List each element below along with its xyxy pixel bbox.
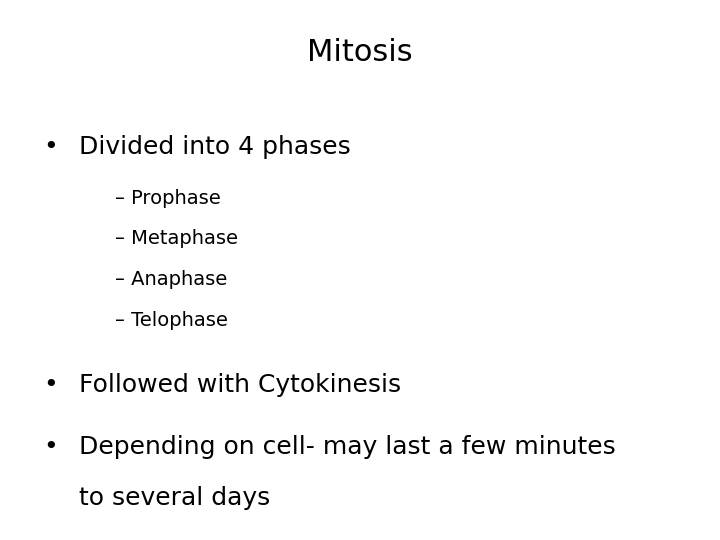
Text: •: • bbox=[43, 135, 58, 159]
Text: Divided into 4 phases: Divided into 4 phases bbox=[79, 135, 351, 159]
Text: Depending on cell- may last a few minutes: Depending on cell- may last a few minute… bbox=[79, 435, 616, 458]
Text: – Metaphase: – Metaphase bbox=[115, 230, 238, 248]
Text: Followed with Cytokinesis: Followed with Cytokinesis bbox=[79, 373, 401, 396]
Text: to several days: to several days bbox=[79, 486, 271, 510]
Text: – Anaphase: – Anaphase bbox=[115, 270, 228, 289]
Text: Mitosis: Mitosis bbox=[307, 38, 413, 67]
Text: •: • bbox=[43, 435, 58, 458]
Text: •: • bbox=[43, 373, 58, 396]
Text: – Telophase: – Telophase bbox=[115, 310, 228, 329]
Text: – Prophase: – Prophase bbox=[115, 189, 221, 208]
